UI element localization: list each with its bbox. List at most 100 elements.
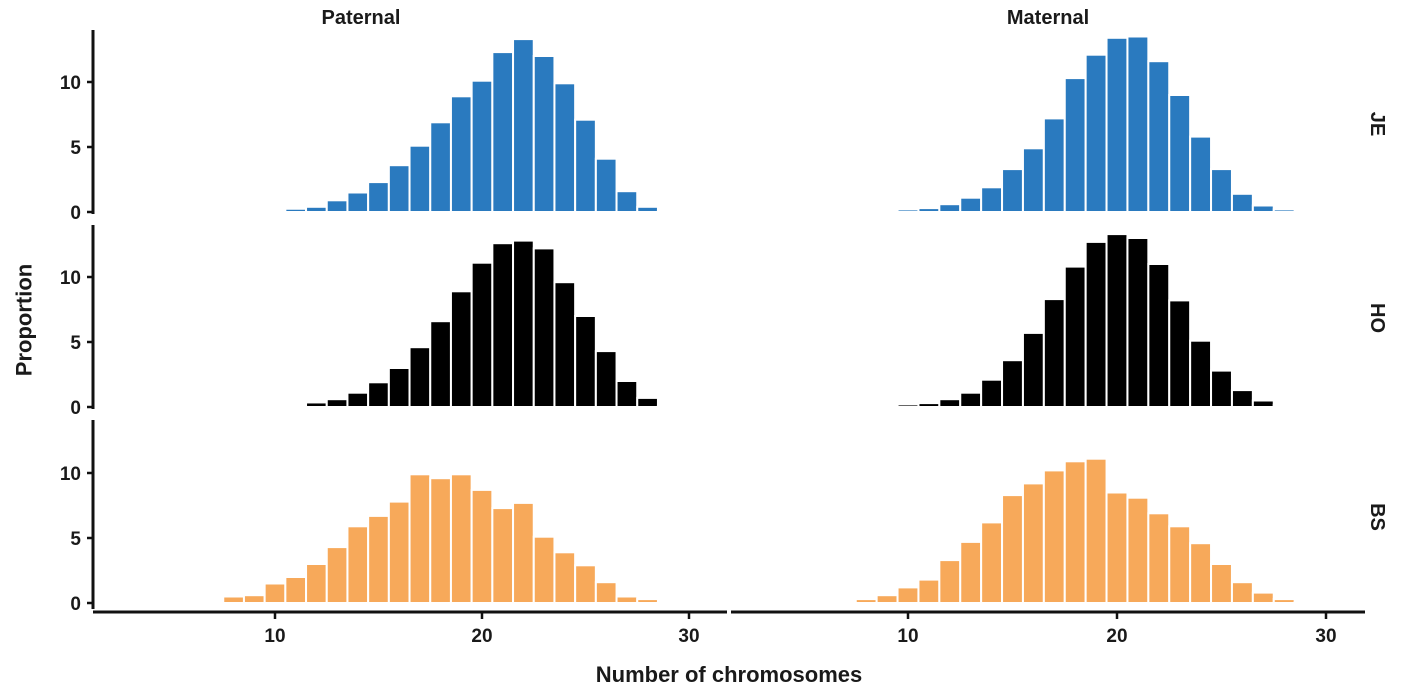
bar-bs-maternal-6 (812, 600, 836, 604)
bar-je-maternal-10 (896, 208, 920, 213)
row-strip-label-je: JE (1366, 112, 1388, 136)
bar-ho-maternal-11 (917, 402, 941, 409)
bar-je-paternal-9 (242, 210, 266, 213)
bar-ho-paternal-15 (367, 381, 390, 408)
bar-bs-paternal-8 (222, 595, 245, 604)
bar-bs-maternal-10 (896, 586, 920, 605)
bar-bs-paternal-17 (408, 473, 432, 604)
bar-je-maternal-21 (1126, 35, 1150, 213)
bar-bs-paternal-11 (284, 576, 308, 604)
bar-bs-maternal-17 (1042, 469, 1066, 604)
bar-bs-maternal-5 (792, 601, 815, 605)
axes-layer (87, 30, 1365, 619)
bar-bs-maternal-14 (980, 521, 1004, 605)
y-tick-label-je-5: 5 (70, 138, 81, 159)
bar-ho-paternal-27 (615, 380, 639, 408)
bar-bs-paternal-10 (263, 582, 287, 604)
bar-bs-maternal-24 (1189, 542, 1213, 605)
row-strip-label-bs: BS (1366, 503, 1388, 531)
bar-je-paternal-21 (491, 51, 515, 213)
bar-je-paternal-20 (470, 79, 494, 213)
bar-je-paternal-10 (263, 209, 287, 213)
bar-je-maternal-14 (980, 186, 1004, 214)
bar-bs-maternal-27 (1251, 591, 1275, 604)
bar-bs-paternal-14 (346, 525, 370, 604)
labels-layer: 0 5 10 0 5 10 0 5 10 10 20 30 10 20 30 Paternal Maternal… (12, 7, 1389, 687)
row-strip-label-ho: HO (1366, 303, 1388, 333)
bar-je-maternal-22 (1147, 60, 1171, 214)
bar-je-paternal-28 (636, 205, 659, 214)
bar-ho-paternal-10 (263, 405, 287, 409)
bar-bs-maternal-9 (875, 594, 899, 605)
bar-ho-paternal-24 (553, 281, 577, 409)
y-tick-label-je-0: 0 (70, 203, 81, 224)
x-tick-label-paternal-20: 20 (471, 626, 492, 647)
column-strip-label-maternal: Maternal (1007, 7, 1089, 29)
bar-je-maternal-15 (1001, 168, 1024, 214)
y-tick-label-bs-5: 5 (70, 529, 81, 550)
bar-bs-paternal-12 (305, 563, 328, 604)
y-tick-label-bs-10: 10 (60, 464, 81, 485)
bar-je-maternal-11 (917, 207, 941, 214)
bar-je-paternal-12 (305, 205, 328, 214)
bar-bs-maternal-25 (1210, 563, 1233, 604)
bar-je-paternal-23 (532, 55, 556, 213)
x-tick-label-paternal-30: 30 (678, 626, 699, 647)
bar-je-paternal-22 (512, 38, 535, 213)
bar-ho-paternal-11 (284, 404, 308, 408)
bar-bs-maternal-7 (833, 600, 857, 604)
bar-bs-maternal-29 (1293, 601, 1317, 605)
bar-je-maternal-8 (854, 210, 878, 213)
bar-bs-paternal-15 (367, 514, 390, 605)
bar-bs-maternal-19 (1084, 457, 1108, 605)
bar-je-maternal-26 (1230, 192, 1254, 214)
bar-bs-paternal-26 (594, 581, 618, 605)
bar-je-maternal-16 (1021, 147, 1045, 214)
bar-ho-paternal-28 (636, 396, 659, 408)
bar-je-maternal-9 (875, 209, 899, 213)
bar-ho-maternal-17 (1042, 298, 1066, 409)
bar-bs-paternal-18 (429, 477, 452, 605)
bar-bs-paternal-29 (656, 601, 680, 605)
x-tick-label-maternal-30: 30 (1315, 626, 1336, 647)
bar-je-maternal-27 (1251, 204, 1275, 213)
x-tick-label-paternal-10: 10 (264, 626, 285, 647)
bar-bs-maternal-18 (1063, 460, 1087, 604)
bar-bs-maternal-11 (917, 578, 941, 604)
bar-ho-maternal-12 (938, 398, 962, 409)
bar-je-paternal-19 (449, 95, 473, 213)
bar-ho-paternal-13 (325, 398, 349, 409)
bar-ho-maternal-22 (1147, 263, 1171, 408)
bar-je-paternal-17 (408, 144, 432, 213)
bar-ho-maternal-13 (959, 391, 983, 409)
bar-bs-paternal-9 (242, 594, 266, 605)
bar-bs-paternal-16 (387, 500, 411, 605)
bar-ho-paternal-25 (574, 315, 597, 408)
bar-bs-paternal-7 (201, 600, 225, 605)
bar-ho-maternal-16 (1021, 331, 1045, 408)
bar-je-maternal-13 (959, 196, 983, 213)
bar-je-paternal-11 (284, 207, 308, 213)
bar-ho-paternal-26 (594, 350, 618, 409)
bar-bs-paternal-23 (532, 535, 556, 605)
bar-je-paternal-25 (574, 118, 597, 213)
bar-ho-maternal-24 (1189, 339, 1213, 409)
bar-bs-paternal-13 (325, 546, 349, 604)
bar-je-maternal-24 (1189, 135, 1213, 214)
bar-je-paternal-16 (387, 164, 411, 213)
y-tick-label-je-10: 10 (60, 73, 81, 94)
bar-bs-paternal-21 (491, 507, 515, 605)
y-axis-title: Proportion (12, 264, 37, 376)
bar-bs-maternal-22 (1147, 512, 1171, 604)
bar-ho-maternal-10 (896, 403, 920, 408)
bar-ho-paternal-23 (532, 247, 556, 408)
y-tick-label-ho-10: 10 (60, 268, 81, 289)
bar-je-maternal-19 (1084, 53, 1108, 214)
bar-bs-paternal-5 (160, 601, 183, 605)
bar-bs-maternal-12 (938, 559, 962, 604)
bar-je-paternal-14 (346, 191, 370, 213)
y-tick-label-ho-5: 5 (70, 333, 81, 354)
bar-ho-paternal-12 (305, 401, 328, 409)
bar-bs-paternal-20 (470, 488, 494, 604)
